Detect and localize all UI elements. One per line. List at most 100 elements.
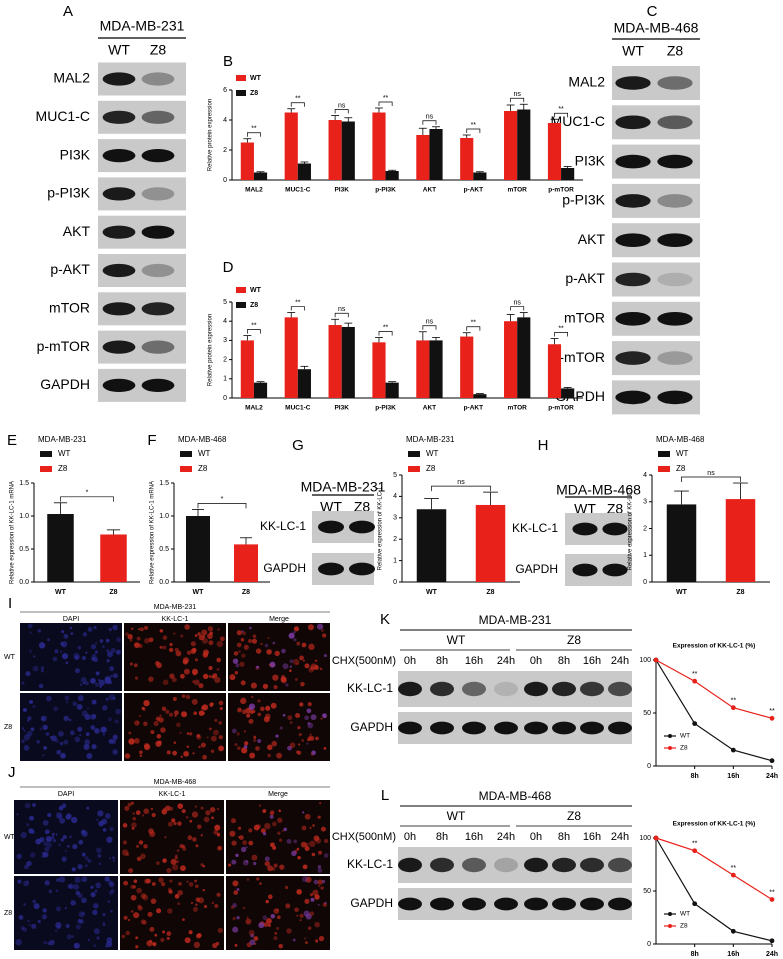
blot-band bbox=[348, 562, 376, 576]
cell bbox=[242, 709, 247, 715]
cell bbox=[112, 856, 115, 859]
cell bbox=[138, 628, 141, 631]
cell bbox=[253, 738, 257, 743]
legend-title: MDA-MB-468 bbox=[178, 435, 227, 444]
micrograph bbox=[228, 623, 330, 691]
cell bbox=[180, 865, 186, 872]
cell bbox=[185, 816, 189, 819]
cell bbox=[86, 753, 93, 759]
cell bbox=[217, 628, 220, 631]
blot-band bbox=[102, 302, 136, 316]
cell bbox=[97, 810, 104, 817]
sig-label: ** bbox=[731, 865, 737, 872]
sig-label: ** bbox=[769, 708, 775, 715]
y-tick-label: 2 bbox=[393, 536, 397, 543]
cell bbox=[40, 669, 45, 673]
blot-band bbox=[462, 897, 486, 911]
blot-band bbox=[102, 149, 136, 163]
cell bbox=[107, 879, 113, 886]
point bbox=[692, 678, 698, 684]
cell bbox=[258, 922, 265, 929]
y-tick-label: 3 bbox=[643, 499, 647, 506]
cell bbox=[167, 908, 173, 914]
cell bbox=[95, 642, 98, 645]
cell bbox=[200, 742, 206, 748]
cell bbox=[26, 730, 33, 737]
legend-swatch bbox=[40, 451, 52, 457]
cell bbox=[62, 835, 67, 840]
sig-label: ns bbox=[707, 470, 715, 477]
row-label: Z8 bbox=[4, 724, 12, 731]
error-bar bbox=[344, 117, 353, 122]
cell bbox=[232, 926, 239, 933]
cell bbox=[193, 711, 197, 715]
point bbox=[730, 872, 736, 878]
protein-label: AKT bbox=[63, 223, 91, 239]
group-label: Z8 bbox=[667, 43, 684, 59]
blot-band bbox=[102, 263, 136, 278]
blot-band bbox=[657, 76, 693, 90]
cell bbox=[308, 667, 314, 673]
cell bbox=[160, 937, 165, 943]
cell bbox=[317, 865, 322, 869]
cell bbox=[296, 847, 300, 851]
cell bbox=[63, 633, 69, 639]
protein-label: PI3K bbox=[60, 146, 91, 162]
cell bbox=[102, 923, 106, 927]
sig-label: ** bbox=[295, 96, 301, 103]
cell bbox=[242, 840, 248, 846]
protein-label: GAPDH bbox=[350, 720, 393, 734]
cell bbox=[274, 931, 278, 935]
cell bbox=[208, 665, 213, 671]
cell bbox=[235, 663, 240, 668]
cell bbox=[249, 710, 254, 715]
cell bbox=[43, 941, 47, 945]
cell bbox=[44, 880, 50, 886]
x-tick-label: WT bbox=[676, 589, 688, 596]
cell bbox=[28, 923, 31, 927]
y-axis-label: Relative expression of KK-LC-1 bbox=[378, 486, 384, 570]
sig-label: ** bbox=[383, 95, 389, 102]
cell bbox=[302, 864, 308, 870]
blot-band bbox=[615, 194, 651, 208]
cell bbox=[127, 919, 131, 922]
cell bbox=[42, 724, 48, 730]
cell bbox=[208, 674, 212, 678]
cell bbox=[151, 812, 156, 818]
legend-label: WT bbox=[680, 733, 690, 740]
time-label: 16h bbox=[583, 831, 601, 843]
cell bbox=[109, 826, 114, 832]
cell bbox=[266, 649, 272, 655]
cell bbox=[210, 735, 217, 742]
cell bbox=[71, 867, 76, 872]
cell bbox=[270, 913, 276, 919]
blot-band bbox=[141, 149, 175, 163]
cell bbox=[128, 731, 132, 735]
sig-bracket bbox=[378, 331, 393, 336]
cell bbox=[90, 892, 96, 898]
cell bbox=[64, 906, 67, 910]
cell bbox=[188, 882, 194, 887]
cell bbox=[262, 915, 268, 920]
cell bbox=[149, 926, 155, 932]
cell bbox=[299, 702, 304, 707]
blot-band bbox=[462, 721, 486, 735]
cell bbox=[257, 738, 262, 744]
x-tick-label: Z8 bbox=[109, 589, 117, 596]
cell bbox=[231, 840, 237, 846]
cell bbox=[218, 745, 225, 752]
sig-bracket bbox=[422, 325, 437, 330]
cell bbox=[99, 685, 102, 688]
cell bbox=[216, 668, 220, 671]
point bbox=[730, 705, 736, 711]
cell bbox=[84, 856, 89, 861]
cell bbox=[95, 671, 100, 676]
cell bbox=[207, 633, 213, 639]
bar bbox=[372, 342, 386, 398]
point bbox=[769, 897, 775, 902]
cell bbox=[94, 650, 98, 654]
cell bbox=[102, 828, 107, 832]
cell bbox=[83, 743, 90, 750]
cell bbox=[173, 710, 179, 716]
cell-line: MDA-MB-468 bbox=[556, 482, 641, 498]
